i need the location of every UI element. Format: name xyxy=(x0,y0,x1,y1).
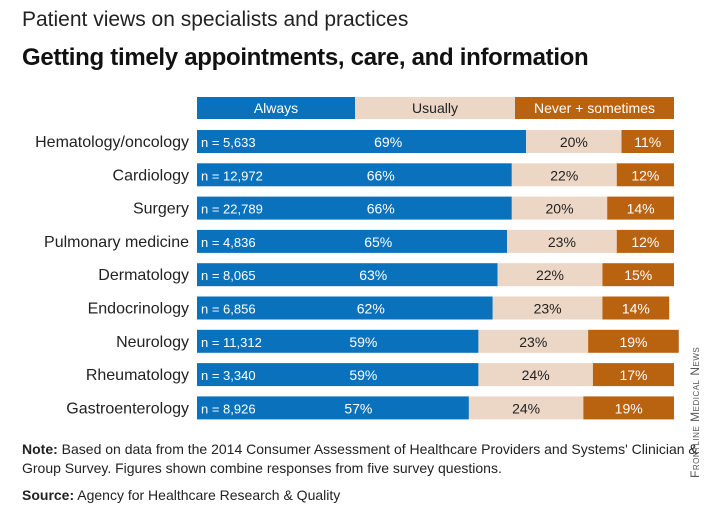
chart-note: Note: Based on data from the 2014 Consum… xyxy=(22,440,702,478)
bar-never xyxy=(621,130,674,153)
credit-text: Frontline Medical News xyxy=(688,346,702,478)
bar-always xyxy=(197,329,479,353)
data-label-usually: 23% xyxy=(534,301,562,317)
data-label-never: 15% xyxy=(624,267,652,283)
data-label-always: 59% xyxy=(349,334,377,350)
bar-never xyxy=(588,329,679,353)
legend-label-usually: Usually xyxy=(412,100,458,116)
bar-always xyxy=(197,130,527,153)
category-label: Endocrinology xyxy=(88,301,189,318)
data-label-always: 69% xyxy=(374,134,402,150)
data-label-usually: 20% xyxy=(546,201,574,217)
category-label: Pulmonary medicine xyxy=(44,234,189,251)
bar-always xyxy=(197,196,512,220)
data-label-never: 19% xyxy=(615,400,643,416)
source-label: Source: xyxy=(22,487,75,503)
category-label: Hematology/oncology xyxy=(35,134,189,151)
bar-never xyxy=(607,196,674,220)
chart-title: Getting timely appointments, care, and i… xyxy=(22,44,589,71)
category-label: Rheumatology xyxy=(86,367,189,384)
category-label: Surgery xyxy=(133,201,189,218)
sample-size-label: n = 3,340 xyxy=(201,368,256,383)
legend-label-always: Always xyxy=(254,100,298,116)
bar-never xyxy=(616,229,674,253)
legend-swatch-usually xyxy=(355,97,515,119)
data-label-never: 12% xyxy=(631,167,659,183)
bar-usually xyxy=(511,196,608,220)
bar-never xyxy=(602,263,674,287)
data-label-never: 12% xyxy=(631,234,659,250)
legend-swatch-never xyxy=(515,97,674,119)
data-label-never: 14% xyxy=(622,301,650,317)
data-label-usually: 24% xyxy=(522,367,550,383)
data-label-usually: 23% xyxy=(548,234,576,250)
category-label: Cardiology xyxy=(113,167,189,184)
data-label-never: 14% xyxy=(627,201,655,217)
sample-size-label: n = 4,836 xyxy=(201,235,256,250)
category-label: Gastroenterology xyxy=(66,400,189,417)
bar-usually xyxy=(478,363,593,387)
bar-usually xyxy=(492,296,603,320)
bar-never xyxy=(583,396,674,420)
bar-always xyxy=(197,296,493,320)
bar-usually xyxy=(497,263,603,287)
data-label-always: 62% xyxy=(357,301,385,317)
source-text: Agency for Healthcare Research & Quality xyxy=(74,487,341,503)
sample-size-label: n = 5,633 xyxy=(201,135,256,150)
sample-size-label: n = 22,789 xyxy=(201,202,263,217)
sample-size-label: n = 11,312 xyxy=(201,335,262,350)
data-label-usually: 23% xyxy=(519,334,547,350)
data-label-always: 59% xyxy=(349,367,377,383)
data-label-usually: 22% xyxy=(536,267,564,283)
data-label-always: 66% xyxy=(367,201,395,217)
legend-label-never: Never + sometimes xyxy=(534,100,655,116)
data-label-always: 57% xyxy=(344,400,372,416)
sample-size-label: n = 6,856 xyxy=(201,302,256,317)
sample-size-label: n = 8,926 xyxy=(201,401,256,416)
bar-never xyxy=(616,163,674,187)
bar-always xyxy=(197,163,512,187)
bar-always xyxy=(197,263,498,287)
legend-swatch-always xyxy=(197,97,355,119)
chart-subtitle: Patient views on specialists and practic… xyxy=(22,8,409,31)
bar-usually xyxy=(511,163,617,187)
bar-usually xyxy=(478,329,589,353)
bar-usually xyxy=(468,396,584,420)
sample-size-label: n = 8,065 xyxy=(201,268,256,283)
bar-always xyxy=(197,229,508,253)
chart-source: Source: Agency for Healthcare Research &… xyxy=(22,487,340,503)
bar-always xyxy=(197,396,469,420)
data-label-never: 19% xyxy=(619,334,647,350)
bar-always xyxy=(197,363,479,387)
data-label-usually: 22% xyxy=(550,167,578,183)
sample-size-label: n = 12,972 xyxy=(201,168,263,183)
bar-usually xyxy=(507,229,617,253)
category-label: Neurology xyxy=(116,334,189,351)
data-label-always: 63% xyxy=(359,267,387,283)
category-label: Dermatology xyxy=(98,267,189,284)
note-label: Note: xyxy=(22,441,58,457)
data-label-always: 66% xyxy=(367,167,395,183)
bar-usually xyxy=(526,130,622,153)
data-label-never: 11% xyxy=(634,134,661,150)
data-label-never: 17% xyxy=(619,367,647,383)
stacked-bar-chart: Always Usually Never + sometimes Hematology… xyxy=(35,97,679,420)
data-label-usually: 24% xyxy=(512,400,540,416)
bar-never xyxy=(592,363,674,387)
bar-never xyxy=(602,296,670,320)
data-label-always: 65% xyxy=(364,234,392,250)
note-text: Based on data from the 2014 Consumer Ass… xyxy=(22,441,698,476)
data-label-usually: 20% xyxy=(560,134,588,150)
